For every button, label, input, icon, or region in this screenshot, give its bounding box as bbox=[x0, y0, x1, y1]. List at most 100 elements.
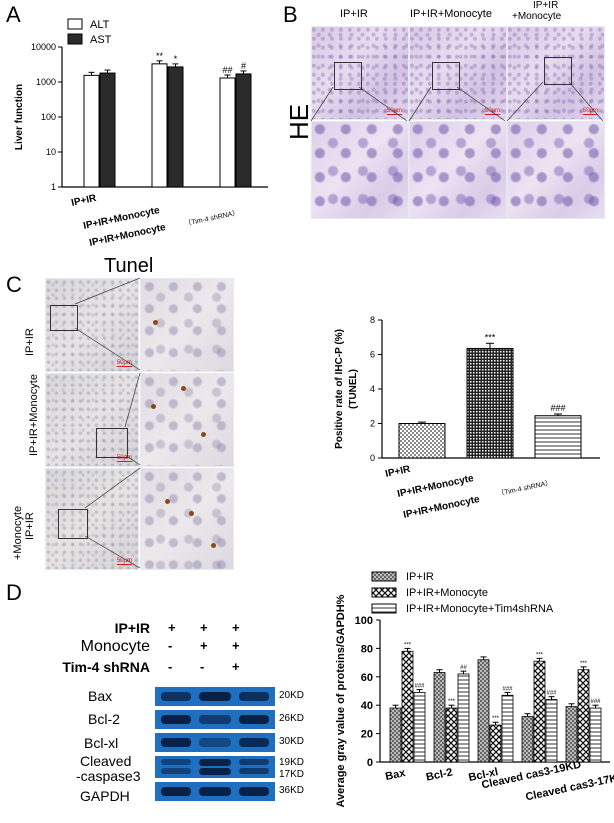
band bbox=[199, 715, 231, 724]
bar bbox=[521, 716, 534, 763]
roi-box bbox=[432, 62, 460, 90]
legend-label: IP+IR bbox=[406, 571, 434, 583]
y-tick-label: 80 bbox=[361, 643, 373, 655]
band bbox=[161, 759, 191, 765]
scale-bar: 50μm bbox=[116, 360, 132, 367]
tunel-low-ipir: 50μm bbox=[45, 278, 139, 372]
bar bbox=[167, 66, 184, 188]
significance-mark: ### bbox=[414, 684, 425, 690]
blot-condition-mark: + bbox=[232, 620, 240, 635]
bar bbox=[501, 694, 514, 763]
scale-bar: 50μm bbox=[116, 558, 132, 565]
band bbox=[199, 768, 231, 775]
bar bbox=[534, 415, 582, 459]
tunel-positive-cell bbox=[165, 499, 170, 504]
bar bbox=[235, 73, 252, 188]
x-tick-label: （Tim-4 shRNA） bbox=[497, 479, 553, 498]
roi-box bbox=[50, 305, 78, 331]
bar bbox=[533, 660, 546, 763]
tunel-positive-cell bbox=[153, 320, 158, 325]
blot-kd-cas17: 17KD bbox=[279, 769, 305, 780]
blot-condition-mark: + bbox=[200, 620, 208, 635]
y-tick-label: 1 bbox=[51, 182, 56, 192]
bar bbox=[577, 669, 590, 763]
y-tick-label: 2 bbox=[370, 419, 375, 429]
bar bbox=[433, 672, 446, 763]
x-tick-label: Bcl-2 bbox=[425, 766, 454, 783]
significance-mark: ## bbox=[222, 65, 232, 75]
tunel-high-ipir bbox=[140, 278, 234, 372]
he-col-label-3a: IP+IR bbox=[533, 0, 559, 11]
he-col-label-2: IP+IR+Monocyte bbox=[410, 8, 492, 20]
roi-box bbox=[58, 509, 88, 539]
he-col-label-3b: +Monocyte bbox=[512, 11, 562, 22]
zoom-lines bbox=[311, 81, 603, 122]
tunel-row-label-2: IP+IR+Monocyte bbox=[28, 374, 40, 456]
blot-condition-mark: - bbox=[168, 638, 173, 653]
tunel-row-label-3b: +Monocyte bbox=[12, 505, 24, 560]
bar bbox=[489, 724, 502, 763]
band bbox=[239, 738, 269, 747]
roi-box bbox=[96, 428, 128, 458]
bar bbox=[99, 72, 116, 188]
y-tick-label: 100 bbox=[355, 615, 373, 627]
he-low-ipir: 50μm bbox=[311, 26, 409, 120]
blot-kd-gapdh: 36KD bbox=[279, 785, 305, 796]
blot-row-label-bax: Bax bbox=[88, 688, 113, 704]
band bbox=[161, 738, 191, 747]
blot-condition-mark: - bbox=[168, 659, 173, 674]
tunel-chart: 0 2 4 6 8 Positive rate of IHC-P (%) (TUNEL) **… bbox=[334, 315, 600, 521]
tunel-high-tim4 bbox=[140, 468, 234, 570]
x-tick-label: IP+IR bbox=[70, 193, 98, 209]
band bbox=[199, 692, 231, 701]
he-high-tim4 bbox=[507, 121, 605, 219]
y-tick-label: 10 bbox=[46, 147, 56, 157]
band bbox=[199, 787, 231, 796]
bar bbox=[477, 659, 490, 763]
scale-bar: 50μm bbox=[582, 108, 598, 115]
gray-value-chart: IP+IR IP+IR+Monocyte IP+IR+Monocyte+Tim4sh… bbox=[335, 571, 614, 807]
blot-kd-bcl2: 26KD bbox=[279, 713, 305, 724]
blot-band-bclxl bbox=[155, 733, 275, 752]
he-low-monocyte: 50μm bbox=[409, 26, 507, 120]
bar bbox=[545, 699, 558, 763]
significance-mark: *** bbox=[580, 661, 588, 667]
scale-bar: 50μm bbox=[386, 108, 402, 115]
y-tick-label: 10000 bbox=[31, 42, 56, 52]
tunel-high-monocyte bbox=[140, 373, 234, 467]
blot-band-gapdh bbox=[155, 782, 275, 801]
bar bbox=[151, 63, 168, 188]
band bbox=[239, 715, 269, 724]
y-tick-label: 60 bbox=[361, 672, 373, 684]
significance-mark: *** bbox=[485, 332, 496, 342]
significance-mark: ## bbox=[460, 665, 467, 671]
y-axis-label: Average gray value of proteins/GAPDH% bbox=[335, 594, 347, 807]
significance-mark: ### bbox=[546, 691, 557, 697]
significance-mark: ### bbox=[550, 403, 565, 413]
x-tick-label: IP+IR+Monocyte bbox=[402, 494, 481, 521]
bar bbox=[457, 673, 470, 763]
significance-mark: * bbox=[174, 54, 178, 64]
he-high-ipir bbox=[311, 121, 409, 219]
bar bbox=[398, 423, 446, 459]
zoom-lines bbox=[74, 278, 141, 568]
panel-label-b: B bbox=[283, 2, 298, 27]
bar bbox=[445, 707, 458, 763]
tunel-positive-cell bbox=[151, 404, 156, 409]
tunel-positive-cell bbox=[181, 386, 186, 391]
blot-band-bcl2 bbox=[155, 710, 275, 729]
tunel-positive-cell bbox=[201, 432, 206, 437]
legend-label: AST bbox=[90, 34, 112, 46]
roi-box bbox=[544, 57, 572, 85]
y-tick-label: 100 bbox=[41, 112, 56, 122]
band bbox=[161, 768, 191, 774]
tunel-row-label-3a: IP+IR bbox=[24, 512, 36, 540]
significance-mark: *** bbox=[492, 716, 500, 722]
blot-kd-cas19: 19KD bbox=[279, 757, 305, 768]
tunel-positive-cell bbox=[189, 511, 194, 516]
panel-label-a: A bbox=[6, 2, 21, 27]
legend-label: ALT bbox=[90, 19, 110, 31]
scale-bar: 50μm bbox=[484, 108, 500, 115]
y-tick-label: 6 bbox=[370, 350, 375, 360]
